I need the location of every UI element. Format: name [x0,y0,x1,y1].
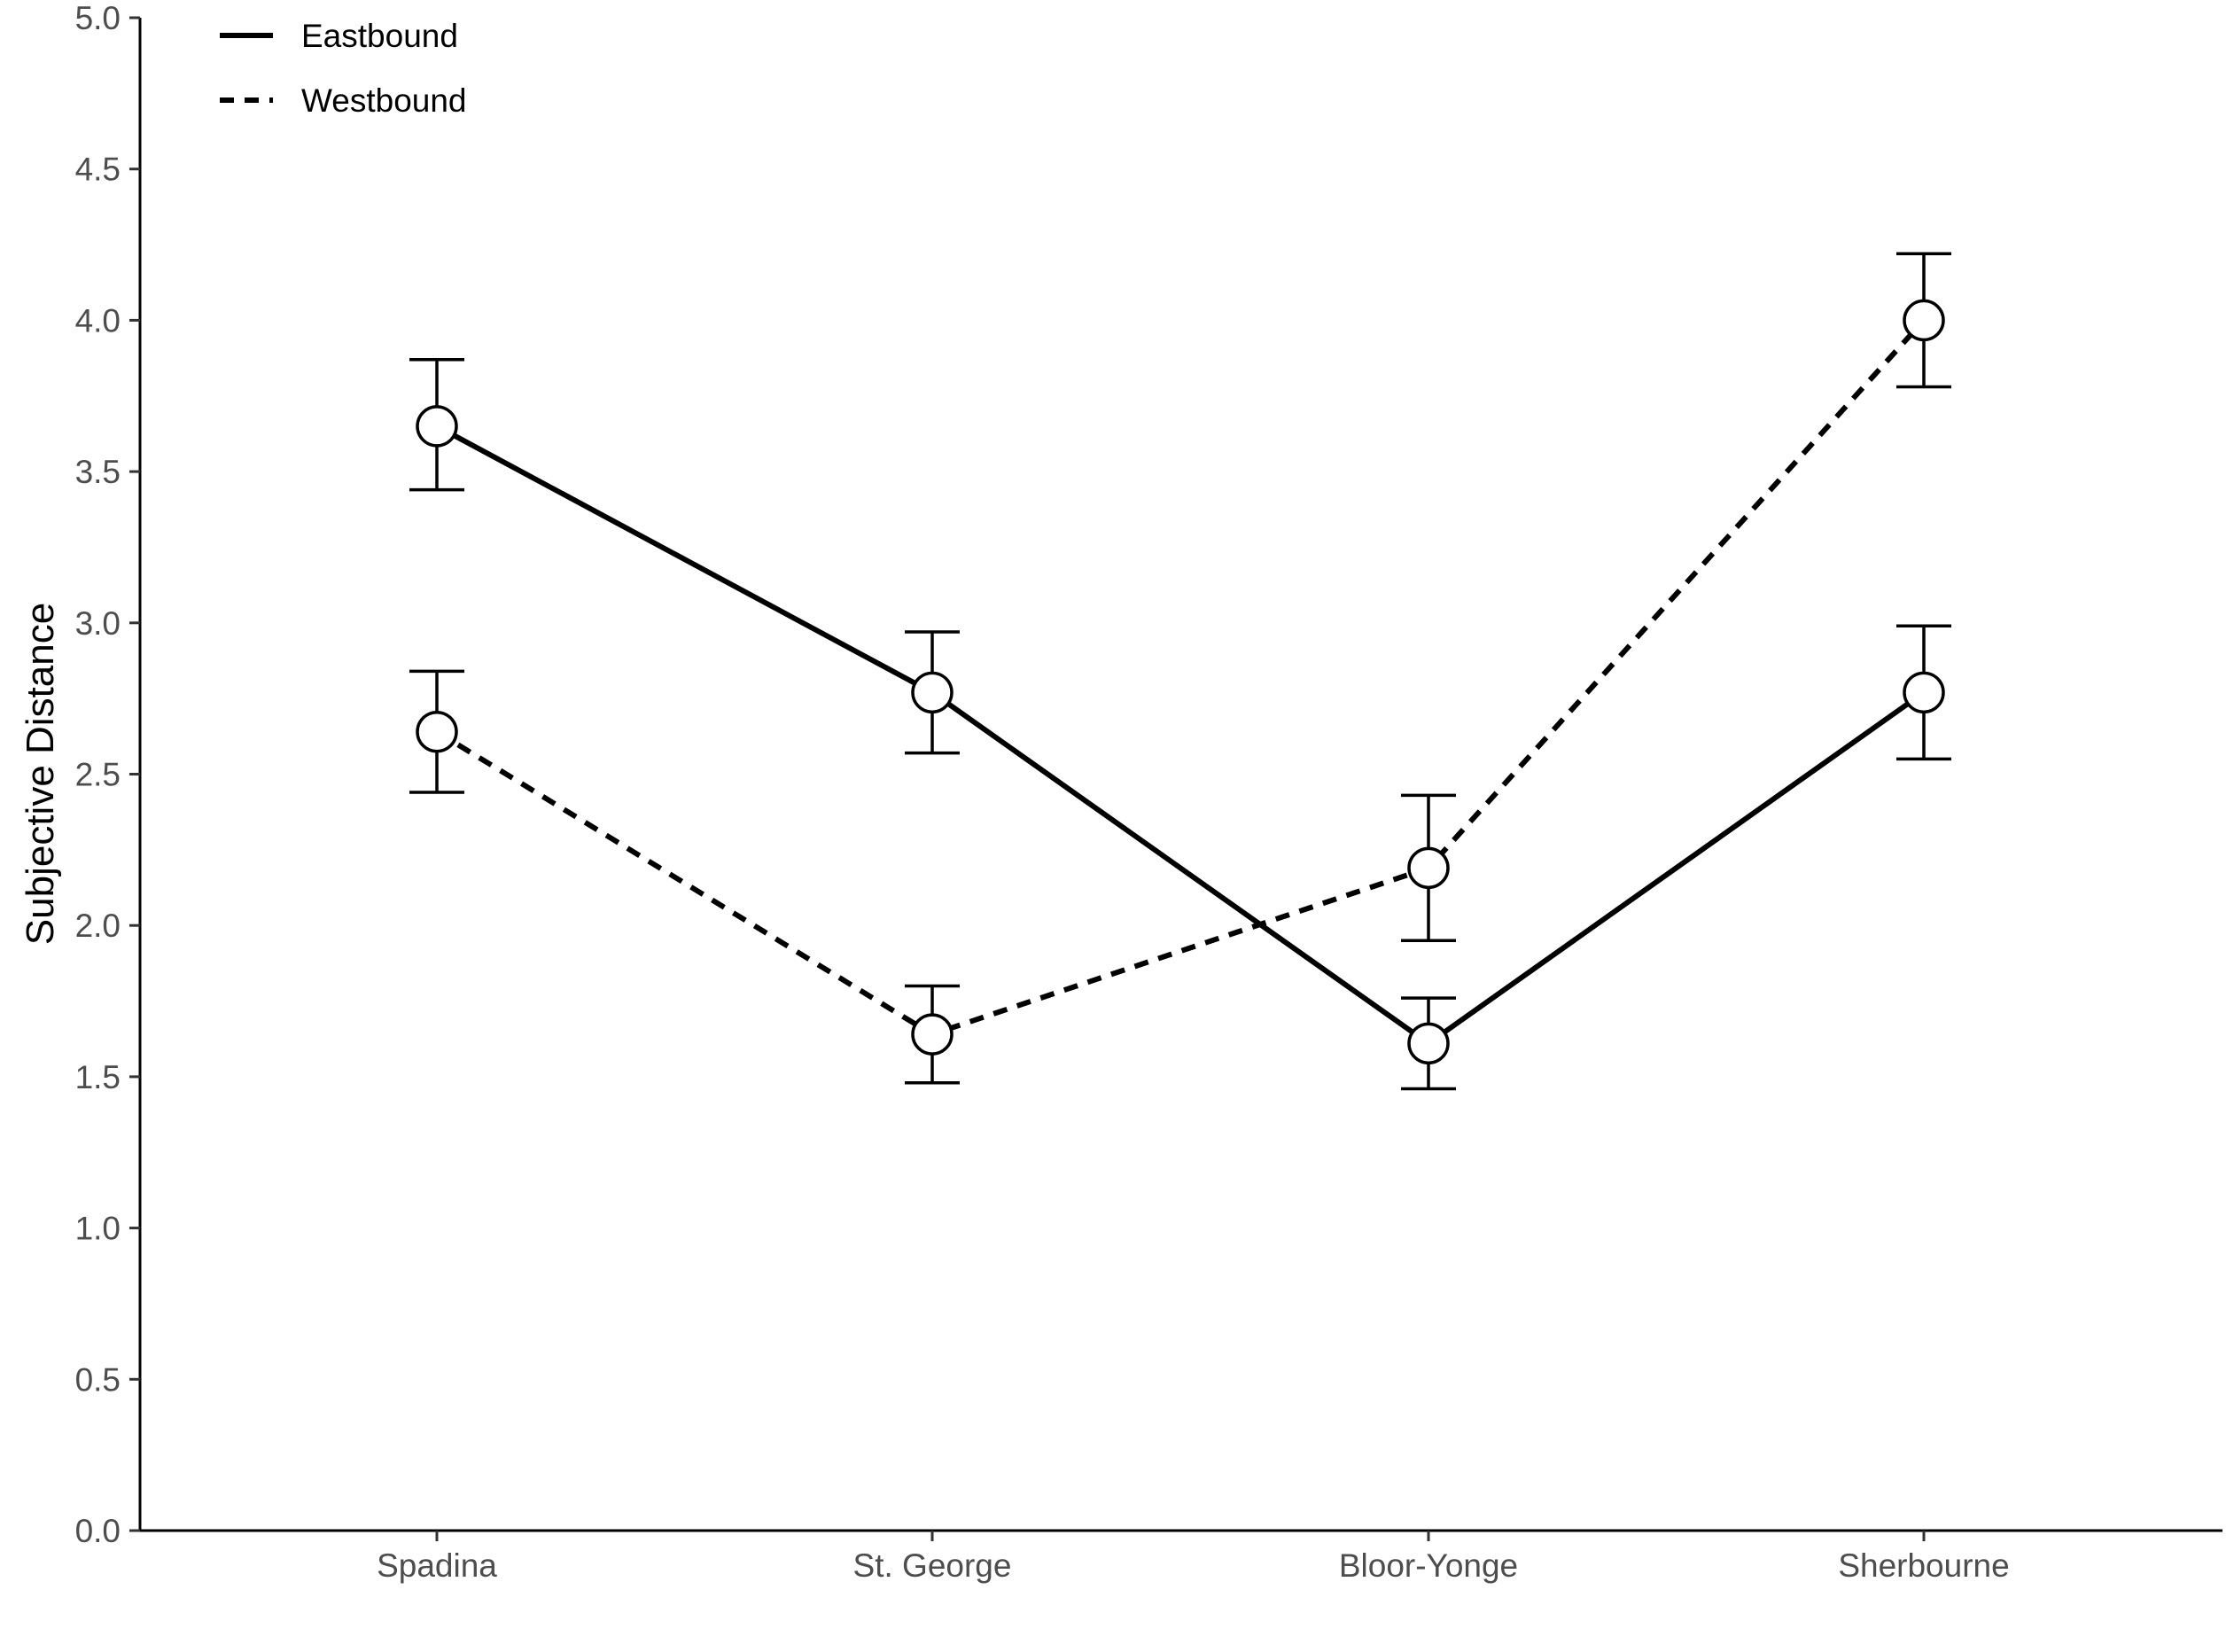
series-line-westbound [435,318,1927,1038]
axes-layer [138,18,2222,1532]
data-point-eastbound [911,671,954,714]
y-tick-label: 3.5 [75,454,121,490]
data-point-westbound [1407,846,1450,890]
data-point-eastbound [416,405,458,448]
y-tick-label: 2.5 [75,757,121,793]
legend-label-westbound: Westbound [301,82,467,119]
y-tick-label: 1.5 [75,1059,121,1095]
y-tick-label: 0.0 [75,1513,121,1549]
data-point-westbound [911,1013,954,1056]
errorbar-layer [409,252,1951,1091]
series-layer [435,318,1927,1048]
series-line-eastbound [435,424,1926,1048]
legend: Eastbound Westbound [220,18,467,119]
legend-item-eastbound: Eastbound [220,18,458,54]
y-axis-title: Subjective Distance [19,603,62,945]
x-tick-label: St. George [853,1547,1012,1584]
y-tick-label: 0.5 [75,1361,121,1398]
legend-item-westbound: Westbound [220,82,467,119]
data-point-eastbound [1407,1022,1450,1065]
x-tick-label: Sherbourne [1838,1547,2009,1584]
x-tick-label: Bloor-Yonge [1339,1547,1518,1584]
legend-label-eastbound: Eastbound [301,18,458,54]
y-tick-label: 2.0 [75,908,121,944]
data-point-westbound [416,710,458,753]
ticks-layer: 0.0 0.5 1.0 1.5 2.0 2.5 3.0 3.5 4.0 4.5 5.0 Spadina… [75,0,2010,1584]
data-point-eastbound [1903,671,1945,714]
x-tick-label: Spadina [377,1547,497,1584]
marker-layer [416,299,1945,1065]
y-tick-label: 5.0 [75,0,121,36]
y-tick-label: 3.0 [75,605,121,642]
data-point-westbound [1903,299,1945,342]
y-tick-label: 4.0 [75,302,121,339]
y-tick-label: 4.5 [75,152,121,188]
y-tick-label: 1.0 [75,1211,121,1247]
